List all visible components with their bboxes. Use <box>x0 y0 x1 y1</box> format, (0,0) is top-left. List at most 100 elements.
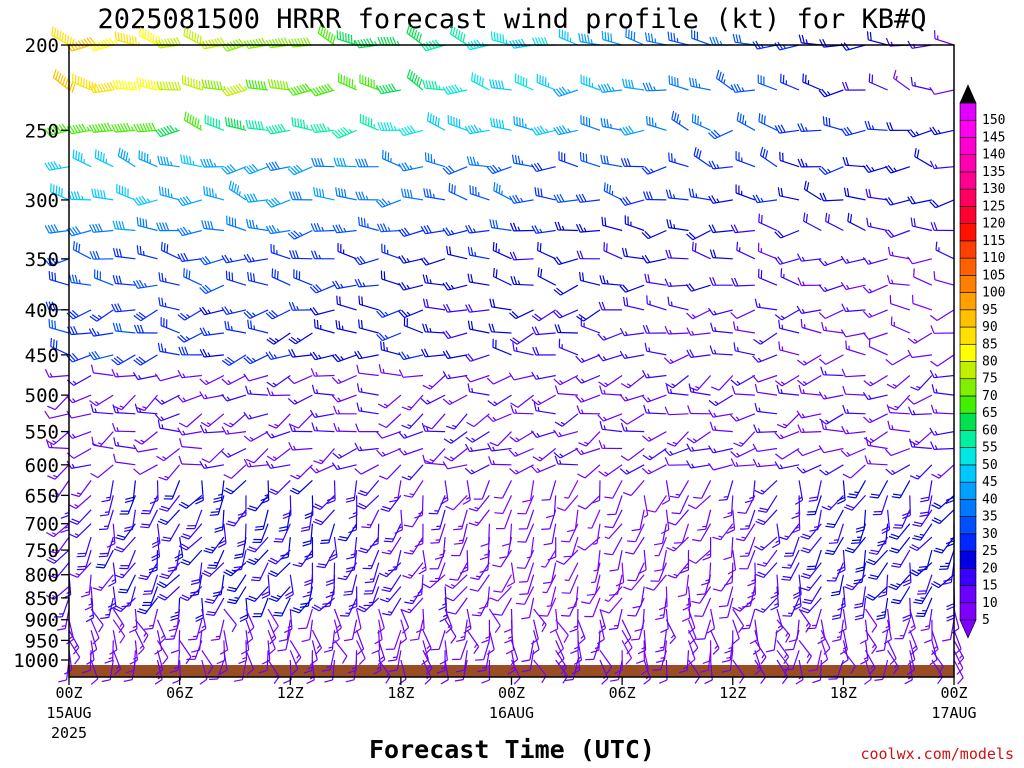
barb-flag <box>66 312 74 320</box>
wind-barb <box>48 319 70 334</box>
barb-flag <box>364 158 369 167</box>
wind-barb <box>356 383 379 396</box>
barb-flag <box>106 122 112 131</box>
barb-shaft <box>559 309 579 319</box>
barb-flag <box>100 123 106 132</box>
barb-flag <box>711 224 717 233</box>
barb-flag <box>501 120 505 129</box>
barb-flag <box>517 155 521 165</box>
barb-flag <box>840 329 847 338</box>
barb-flag <box>102 153 105 162</box>
barb-flag <box>686 327 692 336</box>
barb-flag <box>144 30 147 39</box>
barb-flag <box>602 275 606 284</box>
barb-half-flag <box>823 394 828 399</box>
wind-barb <box>157 419 180 433</box>
wind-barb <box>624 215 645 232</box>
barb-flag <box>288 191 293 200</box>
barb-shaft <box>54 394 70 411</box>
wind-barb <box>266 332 291 345</box>
barb-flag <box>492 241 495 251</box>
barb-flag <box>603 182 606 192</box>
barb-shaft <box>647 303 667 311</box>
barb-shaft <box>602 354 623 362</box>
wind-barb <box>311 157 335 168</box>
barb-flag <box>742 115 745 124</box>
wind-barb <box>601 216 623 232</box>
barb-half-flag <box>648 347 651 352</box>
barb-flag <box>291 348 297 358</box>
barb-flag <box>343 75 345 85</box>
barb-shaft <box>115 129 136 133</box>
barb-flag <box>260 81 264 90</box>
barb-half-flag <box>735 416 740 421</box>
barb-flag <box>490 31 493 40</box>
barb-shaft <box>692 249 711 260</box>
barb-flag <box>733 224 739 233</box>
barb-flag <box>99 40 107 48</box>
wind-barb <box>578 33 601 46</box>
wind-barb <box>889 295 910 311</box>
barb-flag <box>268 337 277 344</box>
barb-flag <box>425 80 429 89</box>
barb-flag <box>136 77 139 86</box>
barb-flag <box>453 185 456 195</box>
barb-flag <box>619 127 626 136</box>
barb-flag <box>246 193 252 203</box>
barb-flag <box>57 72 62 82</box>
wind-barb <box>492 241 512 260</box>
barb-flag <box>797 158 802 168</box>
barb-flag <box>470 321 474 330</box>
barb-flag <box>492 164 499 172</box>
barb-flag <box>121 221 125 230</box>
barb-flag <box>252 576 261 579</box>
barb-flag <box>91 327 98 336</box>
barb-shaft <box>737 120 756 131</box>
wind-barb <box>199 327 224 337</box>
barb-shaft <box>160 129 180 138</box>
barb-flag <box>514 194 521 203</box>
barb-half-flag <box>253 325 256 330</box>
barb-half-flag <box>542 591 547 594</box>
barb-shaft <box>602 38 623 46</box>
barb-flag <box>553 127 559 136</box>
barb-shaft <box>624 394 645 402</box>
barb-shaft <box>665 586 668 607</box>
wind-barb <box>796 253 822 262</box>
barb-shaft <box>275 413 291 429</box>
barb-half-flag <box>564 579 569 582</box>
barb-shaft <box>144 394 158 411</box>
barb-shaft <box>758 250 778 260</box>
barb-flag <box>233 119 236 128</box>
barb-flag <box>495 183 499 193</box>
barb-flag <box>274 161 280 170</box>
barb-flag <box>363 218 366 227</box>
barb-shaft <box>314 354 335 361</box>
barb-flag <box>186 155 189 165</box>
barb-half-flag <box>541 565 546 568</box>
barb-shaft <box>431 413 446 430</box>
barb-half-flag <box>185 336 190 340</box>
barb-shaft <box>469 129 490 135</box>
barb-flag <box>183 111 187 121</box>
barb-flag <box>840 281 847 290</box>
barb-flag <box>606 183 609 193</box>
barb-flag <box>623 158 628 167</box>
barb-flag <box>467 125 474 134</box>
barb-flag <box>201 285 209 293</box>
barb-flag <box>160 343 164 353</box>
barb-flag <box>409 71 413 80</box>
barb-shaft <box>580 229 601 233</box>
barb-flag <box>732 33 736 43</box>
barb-flag <box>103 82 109 91</box>
barb-shaft <box>95 157 114 168</box>
barb-shaft <box>409 394 424 411</box>
wind-barb <box>154 413 180 422</box>
barb-flag <box>803 212 806 222</box>
barb-half-flag <box>702 525 707 528</box>
barb-flag <box>73 191 78 200</box>
barb-shaft <box>690 332 711 336</box>
barb-shaft <box>161 394 180 405</box>
barb-flag <box>418 78 423 88</box>
barb-shaft <box>338 129 357 139</box>
